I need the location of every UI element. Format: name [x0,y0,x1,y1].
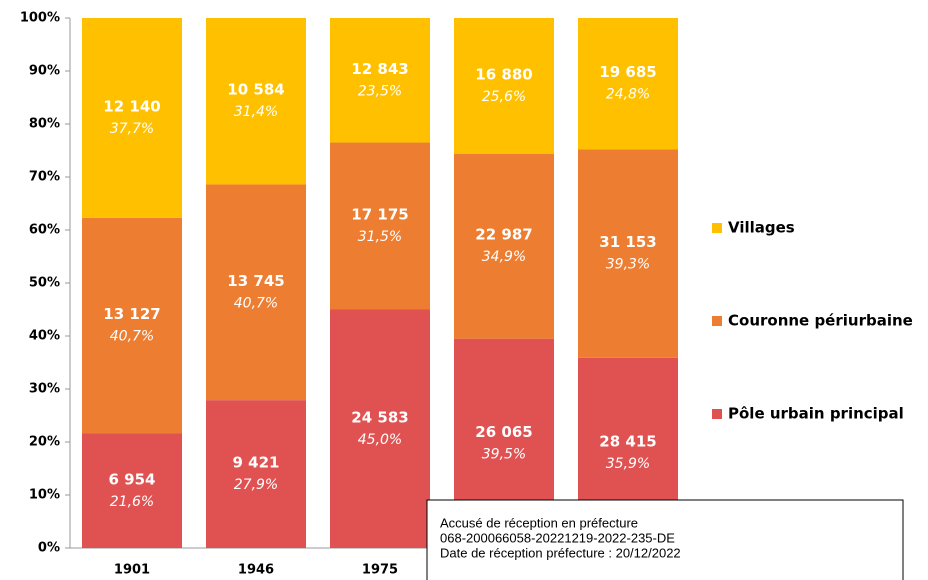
y-tick-label: 90% [29,64,60,79]
value-label: 27,9% [234,477,278,493]
value-label: 35,9% [606,456,650,472]
y-tick-label: 20% [29,435,60,450]
value-label: 34,9% [482,249,526,265]
value-label: 40,7% [234,295,278,311]
y-tick-label: 10% [29,488,60,503]
y-tick-label: 100% [20,11,60,26]
bar-segment [330,18,430,143]
count-label: 22 987 [475,226,532,244]
count-label: 26 065 [475,423,532,441]
y-tick-label: 70% [29,170,60,185]
y-tick-label: 30% [29,382,60,397]
y-tick-label: 60% [29,223,60,238]
bar-segment [330,142,430,310]
count-label: 6 954 [109,470,156,488]
count-label: 13 127 [103,305,160,323]
bar-segment [330,309,430,548]
y-tick-label: 50% [29,276,60,291]
count-label: 17 175 [351,206,408,224]
count-label: 13 745 [227,272,284,290]
y-tick-label: 0% [38,541,60,556]
value-label: 31,4% [234,104,278,120]
value-label: 21,6% [110,494,154,510]
count-label: 10 584 [227,81,284,99]
bar-segment [454,18,554,154]
bar-segment [578,18,678,150]
count-label: 31 153 [599,233,656,251]
bar-segment [82,433,182,548]
legend-label: Couronne périurbaine [728,312,913,330]
count-label: 16 880 [475,65,532,83]
count-label: 28 415 [599,432,656,450]
value-label: 23,5% [358,83,402,99]
count-label: 9 421 [233,454,280,472]
count-label: 12 843 [351,60,408,78]
bar-segment [206,184,306,401]
stamp-line: Accusé de réception en préfecture [440,515,638,530]
stamp-line: Date de réception préfecture : 20/12/202… [440,545,681,560]
count-label: 19 685 [599,63,656,81]
y-tick-label: 40% [29,329,60,344]
bar-segment [206,18,306,185]
legend-swatch [712,223,722,233]
legend-label: Villages [728,219,795,237]
value-label: 39,3% [606,257,650,273]
value-label: 37,7% [110,121,154,137]
value-label: 40,7% [110,329,154,345]
value-label: 39,5% [482,446,526,462]
bar-segment [454,153,554,339]
x-tick-label: 1901 [114,563,150,578]
legend-swatch [712,409,722,419]
x-tick-label: 1946 [238,563,274,578]
count-label: 12 140 [103,97,160,115]
bar-segment [206,400,306,548]
y-tick-label: 80% [29,117,60,132]
value-label: 24,8% [606,87,650,103]
legend-swatch [712,316,722,326]
value-label: 45,0% [358,432,402,448]
count-label: 24 583 [351,408,408,426]
x-tick-label: 1975 [362,563,398,578]
value-label: 31,5% [358,229,402,245]
stamp-line: 068-200066058-20221219-2022-235-DE [440,530,675,545]
bar-segment [82,18,182,218]
bar-segment [82,217,182,434]
stamp-box [426,499,904,580]
value-label: 25,6% [482,89,526,105]
bar-segment [578,149,678,358]
legend-label: Pôle urbain principal [728,405,904,423]
